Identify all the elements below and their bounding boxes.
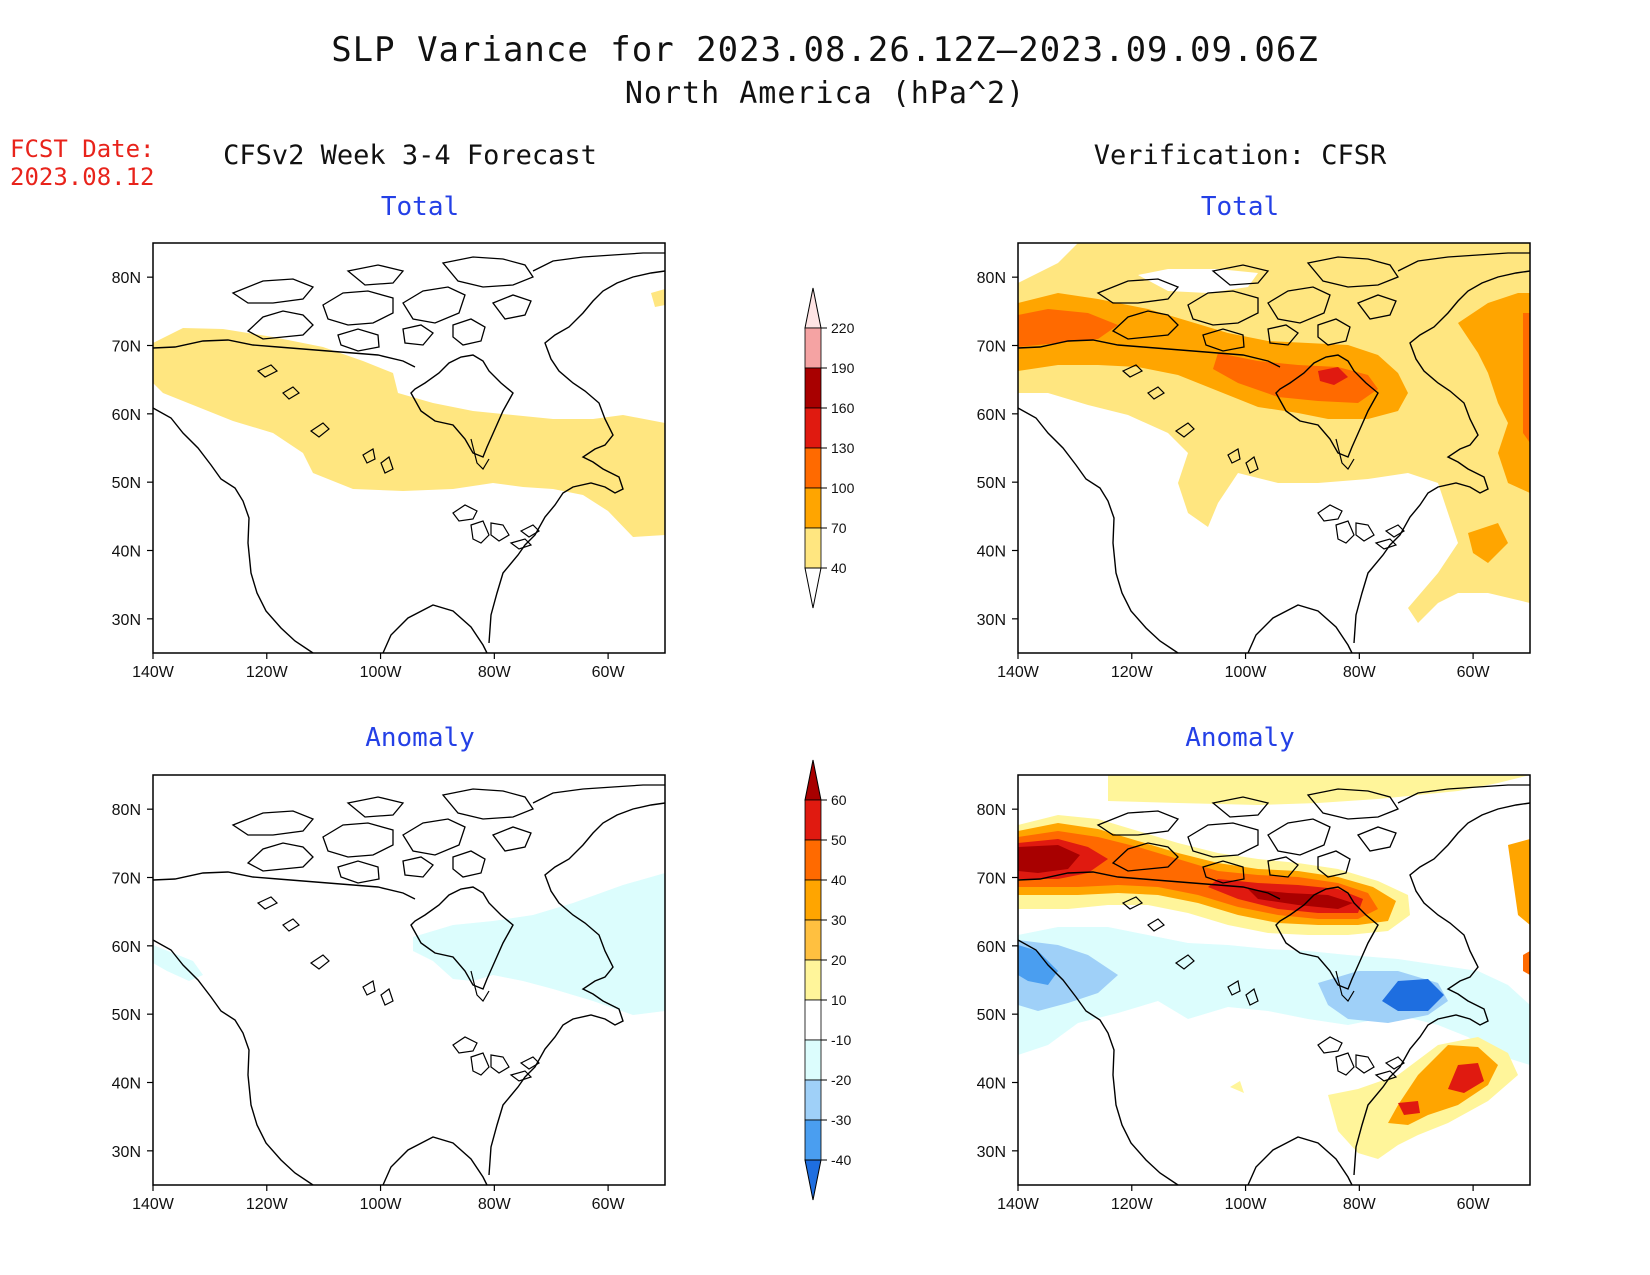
- lat-tick-label: 60N: [112, 407, 141, 424]
- lon-tick-label: 120W: [1111, 1196, 1154, 1213]
- colorbar-anomaly-extend-bottom: [804, 1159, 822, 1201]
- colorbar-total-label: 70: [831, 520, 847, 536]
- lat-tick-label: 50N: [977, 1007, 1006, 1024]
- lon-tick-label: 100W: [360, 1196, 403, 1213]
- colorbar-total-swatch: [804, 407, 822, 449]
- lat-tick-label: 50N: [977, 475, 1006, 492]
- lat-tick-label: 50N: [112, 475, 141, 492]
- panel-title-forecast-anomaly: Anomaly: [365, 723, 475, 753]
- lon-tick-label: 100W: [360, 664, 403, 681]
- lat-tick-label: 40N: [977, 1076, 1006, 1093]
- lon-tick-label: 60W: [592, 1196, 626, 1213]
- colorbar-anomaly-label: 30: [831, 912, 847, 928]
- colorbar-total-label: 190: [831, 360, 855, 376]
- chart-title: SLP Variance for 2023.08.26.12Z–2023.09.…: [331, 30, 1319, 70]
- map-forecast-total: [152, 242, 666, 654]
- colorbar-total-extend-bottom: [804, 567, 822, 609]
- lat-tick-label: 70N: [112, 339, 141, 356]
- lat-tick-label: 30N: [112, 1144, 141, 1161]
- lon-tick-label: 140W: [132, 1196, 175, 1213]
- lat-tick-label: 80N: [112, 802, 141, 819]
- lat-tick-label: 60N: [977, 407, 1006, 424]
- chart-subtitle: North America (hPa^2): [624, 76, 1026, 111]
- lat-tick-label: 80N: [112, 270, 141, 287]
- map-verification-total: [1017, 242, 1531, 654]
- colorbar-anomaly-swatch: [804, 1079, 822, 1121]
- colorbar-anomaly-swatch: [804, 999, 822, 1041]
- lon-tick-label: 80W: [1343, 664, 1377, 681]
- lon-tick-label: 120W: [246, 1196, 289, 1213]
- lat-tick-label: 40N: [977, 544, 1006, 561]
- colorbar-total-swatch: [804, 367, 822, 409]
- colorbar-anomaly-extend-top: [804, 759, 822, 801]
- lon-tick-label: 100W: [1225, 664, 1268, 681]
- colorbar-total-label: 220: [831, 320, 855, 336]
- lat-tick-label: 30N: [977, 1144, 1006, 1161]
- panel-title-verification-total: Total: [1200, 192, 1280, 222]
- colorbar-total-label: 130: [831, 440, 855, 456]
- colorbar-anomaly-label: 50: [831, 832, 847, 848]
- lat-tick-label: 60N: [977, 939, 1006, 956]
- panel-title-forecast-total: Total: [380, 192, 460, 222]
- panel-title-verification-anomaly: Anomaly: [1185, 723, 1295, 753]
- lon-tick-label: 120W: [1111, 664, 1154, 681]
- lon-tick-label: 80W: [1343, 1196, 1377, 1213]
- fcst-date-label: FCST Date:: [10, 135, 155, 163]
- lon-tick-label: 140W: [132, 664, 175, 681]
- colorbar-anomaly-label: 20: [831, 952, 847, 968]
- colorbar-anomaly-swatch: [804, 1119, 822, 1161]
- colorbar-anomaly-label: -30: [831, 1112, 851, 1128]
- lat-tick-label: 40N: [112, 1076, 141, 1093]
- colorbar-total-label: 160: [831, 400, 855, 416]
- map-verification-anomaly: [1017, 774, 1531, 1186]
- colorbar-anomaly-swatch: [804, 879, 822, 921]
- colorbar-anomaly: 60 50 40 30 20 10 -10 -20 -30 -40: [804, 759, 851, 1201]
- colorbar-anomaly-swatch: [804, 959, 822, 1001]
- colorbar-total-label: 100: [831, 480, 855, 496]
- colorbar-anomaly-label: 40: [831, 872, 847, 888]
- colorbar-anomaly-swatch: [804, 839, 822, 881]
- lon-tick-label: 100W: [1225, 1196, 1268, 1213]
- lat-tick-label: 70N: [977, 339, 1006, 356]
- lat-tick-label: 70N: [977, 871, 1006, 888]
- lat-tick-label: 60N: [112, 939, 141, 956]
- column-header-forecast: CFSv2 Week 3-4 Forecast: [223, 140, 597, 171]
- lon-tick-label: 60W: [592, 664, 626, 681]
- lat-tick-label: 70N: [112, 871, 141, 888]
- colorbar-anomaly-swatch: [804, 919, 822, 961]
- colorbar-total-swatch: [804, 327, 822, 369]
- colorbar-anomaly-label: 10: [831, 992, 847, 1008]
- lon-tick-label: 80W: [478, 1196, 512, 1213]
- colorbar-total-label: 40: [831, 560, 847, 576]
- colorbar-total-swatch: [804, 487, 822, 529]
- column-header-verification: Verification: CFSR: [1093, 140, 1387, 171]
- fcst-date-value: 2023.08.12: [10, 163, 155, 191]
- colorbar-total: 220 190 160 130 100 70 40: [804, 287, 855, 609]
- colorbar-total-extend-top: [804, 287, 822, 329]
- lon-tick-label: 60W: [1457, 664, 1491, 681]
- colorbar-anomaly-swatch: [804, 1039, 822, 1081]
- lat-tick-label: 80N: [977, 802, 1006, 819]
- lat-tick-label: 50N: [112, 1007, 141, 1024]
- colorbar-anomaly-label: -20: [831, 1072, 851, 1088]
- lon-tick-label: 60W: [1457, 1196, 1491, 1213]
- colorbar-total-swatch: [804, 447, 822, 489]
- colorbar-anomaly-label: 60: [831, 792, 847, 808]
- lon-tick-label: 120W: [246, 664, 289, 681]
- colorbar-anomaly-label: -10: [831, 1032, 851, 1048]
- lon-tick-label: 140W: [997, 1196, 1040, 1213]
- lat-tick-label: 30N: [977, 612, 1006, 629]
- lon-tick-label: 140W: [997, 664, 1040, 681]
- colorbar-anomaly-swatch: [804, 799, 822, 841]
- colorbar-total-swatch: [804, 527, 822, 569]
- colorbar-anomaly-label: -40: [831, 1152, 851, 1168]
- lat-tick-label: 40N: [112, 544, 141, 561]
- lon-tick-label: 80W: [478, 664, 512, 681]
- lat-tick-label: 30N: [112, 612, 141, 629]
- map-forecast-anomaly: [152, 774, 666, 1186]
- lat-tick-label: 80N: [977, 270, 1006, 287]
